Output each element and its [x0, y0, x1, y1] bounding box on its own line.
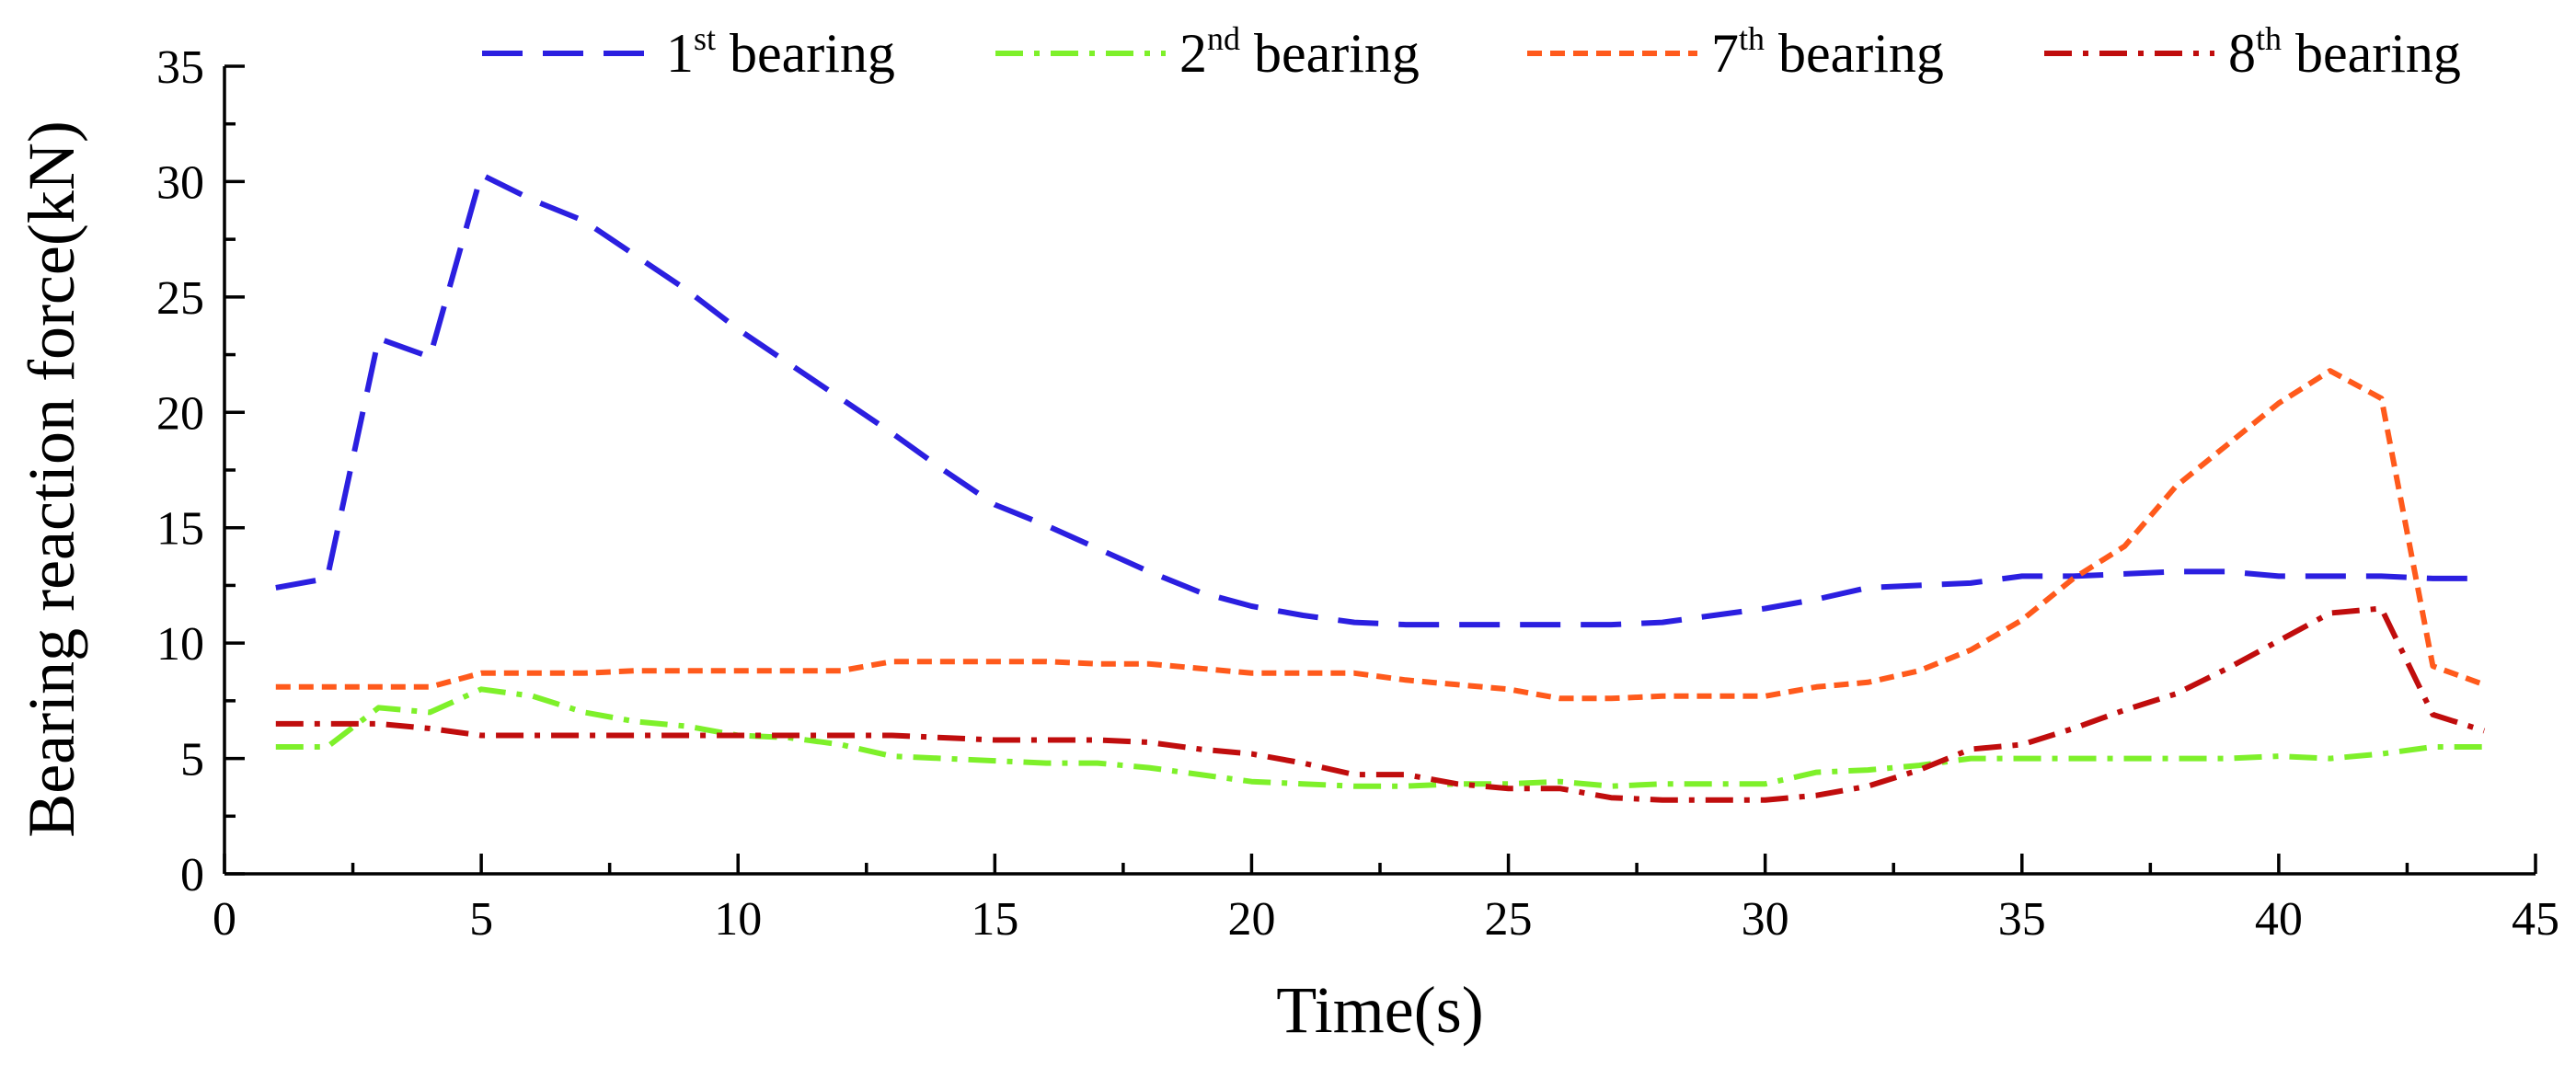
x-tick-label: 20 [1227, 893, 1275, 946]
legend-label-2: 2nd bearing [1179, 20, 1420, 84]
series-line-3 [275, 368, 2486, 702]
y-axis-title: Bearing reaction force(kN) [15, 120, 88, 838]
series-line-4 [275, 605, 2486, 803]
series-line-1 [275, 171, 2485, 628]
y-tick-label: 35 [156, 41, 204, 94]
x-tick-label: 30 [1742, 893, 1789, 946]
x-tick-label: 25 [1485, 893, 1533, 946]
x-tick-label: 45 [2512, 893, 2559, 946]
y-tick-label: 30 [156, 156, 204, 209]
y-tick-label: 5 [180, 734, 204, 786]
x-axis-title: Time(s) [1276, 973, 1483, 1047]
legend-label-1: 1st bearing [666, 20, 895, 84]
axes-layer: 0 5 10 15 20 25 30 35 40 45 0 5 10 15 20 25 30 35 [156, 41, 2559, 946]
series-layer [275, 171, 2486, 803]
y-tick-label: 25 [156, 272, 204, 325]
y-tick-label: 20 [156, 387, 204, 440]
legend-label-3: 7th bearing [1711, 20, 1944, 84]
series-line-2 [275, 686, 2485, 789]
x-tick-label: 10 [714, 893, 762, 946]
x-tick-label: 35 [1998, 893, 2046, 946]
legend: 1st bearing 2nd bearing 7th bearing 8th bea… [482, 20, 2461, 84]
y-tick-label: 0 [180, 849, 204, 901]
x-tick-label: 40 [2255, 893, 2303, 946]
x-tick-label: 0 [213, 893, 236, 946]
y-tick-label: 10 [156, 618, 204, 671]
x-tick-label: 15 [971, 893, 1018, 946]
legend-label-4: 8th bearing [2228, 20, 2461, 84]
y-tick-label: 15 [156, 503, 204, 556]
x-tick-label: 5 [469, 893, 493, 946]
